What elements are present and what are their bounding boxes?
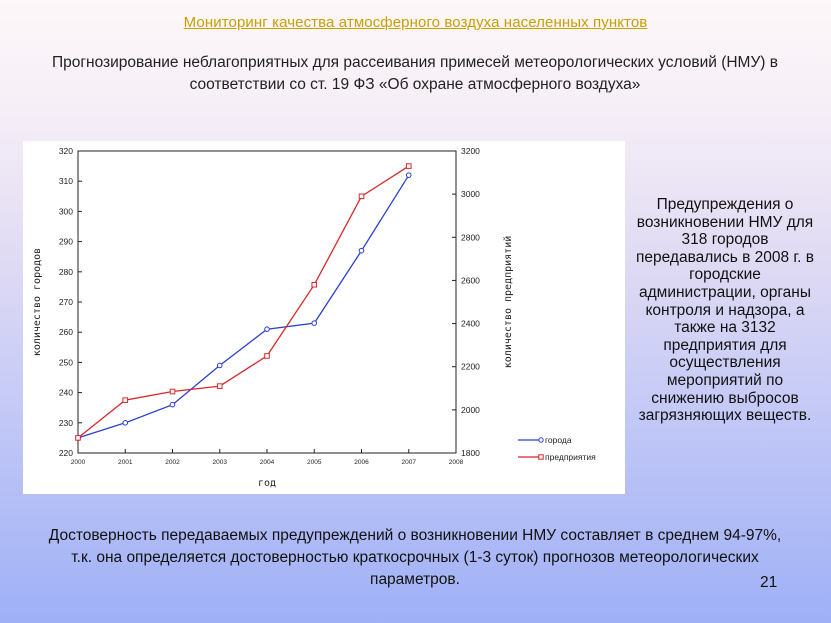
y-right-tick-label-1: 2000 — [461, 405, 480, 415]
series-0-point-1 — [122, 420, 129, 426]
x-tick-label-5: 2005 — [307, 459, 322, 466]
y-axis-left-title: количество городов — [32, 248, 43, 356]
legend-label-enterprises: предприятия — [545, 452, 596, 462]
y-right-tick-label-7: 3200 — [461, 146, 480, 156]
y-left-tick-label-8: 300 — [59, 206, 73, 216]
series-0-point-5 — [311, 320, 318, 326]
series-0-point-3 — [216, 362, 223, 369]
y-right-tick-label-4: 2600 — [461, 275, 480, 285]
x-tick-label-1: 2001 — [118, 459, 133, 466]
x-axis-title: год — [258, 478, 276, 489]
series-0-point-6 — [358, 247, 365, 254]
y-right-tick-label-0: 1800 — [461, 448, 480, 458]
x-tick-label-0: 2000 — [71, 459, 86, 466]
series-1-point-4 — [264, 353, 270, 359]
legend-marker-cities — [538, 437, 544, 443]
y-left-tick-label-1: 230 — [59, 418, 73, 428]
y-right-tick-label-3: 2400 — [461, 319, 480, 329]
series-1-point-5 — [311, 281, 318, 288]
x-tick-label-8: 2008 — [449, 459, 464, 466]
slide-subtitle: Прогнозирование неблагоприятных для расс… — [51, 54, 779, 93]
slide-title: Мониторинг качества атмосферного воздуха… — [183, 14, 648, 31]
y-left-tick-label-5: 270 — [59, 297, 73, 307]
y-left-tick-label-10: 320 — [59, 146, 73, 156]
series-0-point-7 — [405, 172, 412, 178]
x-tick-label-3: 2003 — [213, 459, 228, 466]
series-1-point-6 — [358, 193, 365, 200]
footer-note: Достоверность передаваемых предупреждени… — [48, 527, 782, 588]
legend: города предприятия — [518, 435, 596, 462]
series-1-point-0 — [75, 435, 81, 441]
series-1-point-2 — [169, 388, 176, 395]
y-left-tick-label-6: 280 — [59, 267, 73, 277]
series-line-0 — [77, 174, 410, 439]
page-number: 21 — [760, 574, 778, 591]
legend-marker-enterprises — [538, 454, 544, 460]
series-1-point-7 — [405, 163, 412, 169]
legend-label-cities: города — [545, 435, 572, 445]
x-tick-label-4: 2004 — [260, 459, 275, 466]
y-left-tick-label-3: 250 — [59, 357, 73, 367]
y-left-tick-label-0: 220 — [59, 448, 73, 458]
series-line-1 — [77, 165, 410, 439]
x-tick-label-2: 2002 — [165, 459, 180, 466]
series-0-point-2 — [169, 401, 176, 408]
y-left-tick-label-4: 260 — [59, 327, 73, 337]
y-left-tick-label-9: 310 — [59, 176, 73, 186]
y-right-tick-label-6: 3000 — [461, 189, 480, 199]
series-0-point-4 — [264, 326, 270, 332]
series-1-point-1 — [122, 397, 129, 403]
plot-frame — [77, 150, 457, 454]
y-right-tick-label-5: 2800 — [461, 232, 480, 242]
x-tick-label-7: 2007 — [402, 459, 417, 466]
y-left-tick-label-2: 240 — [59, 388, 73, 398]
y-axis-right-title: количество предприятий — [502, 236, 514, 368]
chart-panel: 220 230 240 250 260 270 280 290 300 310 320 1800 20… — [23, 141, 625, 494]
series-1-point-3 — [216, 383, 223, 389]
side-note: Предупреждения о возникновении НМУ для 3… — [635, 196, 815, 425]
y-right-tick-label-2: 2200 — [461, 362, 480, 372]
y-left-tick-label-7: 290 — [59, 237, 73, 247]
x-tick-label-6: 2006 — [354, 459, 369, 466]
